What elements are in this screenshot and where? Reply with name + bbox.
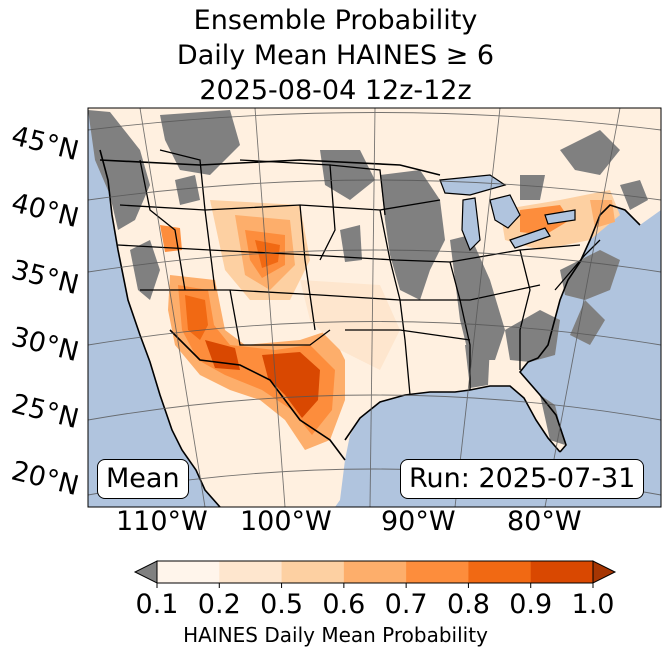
lon-label-90: 90°W bbox=[381, 506, 456, 537]
coastlines bbox=[99, 149, 641, 507]
run-date-box: Run: 2025-07-31 bbox=[400, 459, 645, 499]
title-line-2: Daily Mean HAINES ≥ 6 bbox=[176, 40, 495, 71]
title-line-1: Ensemble Probability bbox=[193, 5, 478, 36]
colorbar-bin-2 bbox=[281, 561, 345, 583]
colorbar-over-arrow bbox=[592, 560, 617, 584]
map-frame bbox=[87, 107, 662, 508]
colorbar-bin-5 bbox=[468, 561, 532, 583]
probability-shading bbox=[160, 190, 620, 450]
colorbar-tick-label: 0.8 bbox=[446, 589, 490, 620]
colorbar-tick-label: 0.9 bbox=[509, 589, 553, 620]
colorbar-tick-label: 0.5 bbox=[260, 589, 304, 620]
lon-label-100: 100°W bbox=[240, 506, 332, 537]
colorbar-label: HAINES Daily Mean Probability bbox=[183, 623, 488, 647]
colorbar-bin-0 bbox=[157, 561, 220, 583]
colorbar-under-arrow bbox=[133, 560, 158, 584]
colorbar-bin-3 bbox=[343, 561, 407, 583]
colorbar-tick-label: 0.7 bbox=[384, 589, 428, 620]
colorbar-frame bbox=[156, 560, 594, 584]
lon-label-80: 80°W bbox=[507, 506, 582, 537]
colorbar-tick-label: 0.2 bbox=[197, 589, 241, 620]
colorbar-bin-4 bbox=[406, 561, 469, 583]
lon-label-110: 110°W bbox=[116, 506, 208, 537]
colorbar-tick-label: 0.6 bbox=[322, 589, 366, 620]
colorbar-tick-label: 1.0 bbox=[571, 589, 615, 620]
graticule bbox=[88, 108, 661, 507]
title-line-3: 2025-08-04 12z-12z bbox=[199, 75, 472, 106]
mean-label-box: Mean bbox=[97, 459, 189, 499]
colorbar-bin-1 bbox=[219, 561, 283, 583]
colorbar-tick-label: 0.1 bbox=[135, 589, 179, 620]
great-lakes bbox=[439, 174, 576, 252]
no-data-regions bbox=[88, 110, 648, 445]
colorbar-bin-6 bbox=[530, 561, 594, 583]
